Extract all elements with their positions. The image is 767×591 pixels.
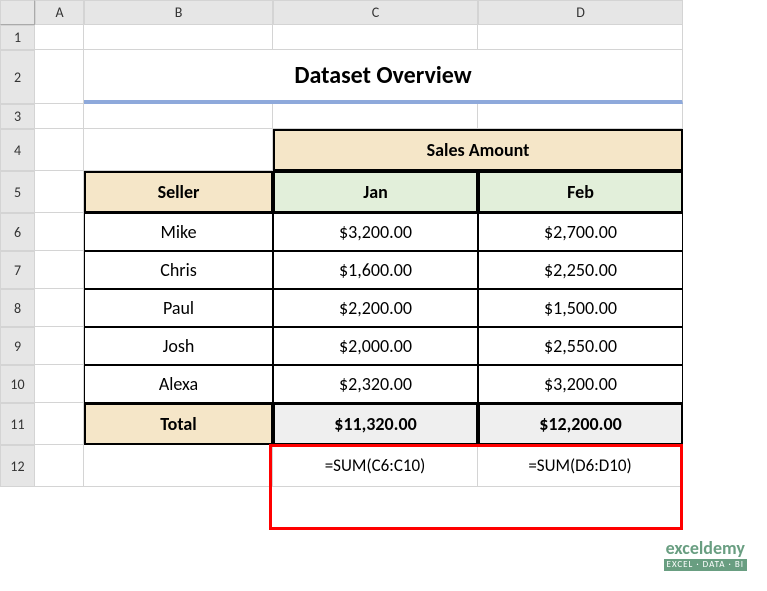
cell[interactable]: [84, 129, 273, 171]
cell[interactable]: [35, 129, 84, 171]
total-jan[interactable]: $11,320.00: [273, 403, 478, 445]
cell[interactable]: [35, 171, 84, 213]
watermark: exceldemy EXCEL · DATA · BI: [664, 539, 747, 571]
row-header-1[interactable]: 1: [0, 25, 35, 50]
jan-cell[interactable]: $3,200.00: [273, 213, 478, 251]
watermark-sub: EXCEL · DATA · BI: [664, 559, 747, 571]
feb-cell[interactable]: $2,550.00: [478, 327, 683, 365]
row-header-10[interactable]: 10: [0, 365, 35, 403]
seller-cell[interactable]: Josh: [84, 327, 273, 365]
formula-feb[interactable]: =SUM(D6:D10): [478, 445, 683, 487]
cell[interactable]: [273, 104, 478, 129]
seller-header[interactable]: Seller: [84, 171, 273, 213]
watermark-text: exceldemy: [664, 539, 747, 559]
sales-amount-header[interactable]: Sales Amount: [273, 129, 683, 171]
seller-cell[interactable]: Chris: [84, 251, 273, 289]
seller-cell[interactable]: Paul: [84, 289, 273, 327]
cell[interactable]: [84, 104, 273, 129]
select-all-corner[interactable]: [0, 0, 35, 25]
row-header-7[interactable]: 7: [0, 251, 35, 289]
cell[interactable]: [35, 213, 84, 251]
jan-cell[interactable]: $2,320.00: [273, 365, 478, 403]
row-header-9[interactable]: 9: [0, 327, 35, 365]
cell[interactable]: [35, 289, 84, 327]
jan-cell[interactable]: $2,000.00: [273, 327, 478, 365]
row-header-4[interactable]: 4: [0, 129, 35, 171]
total-label[interactable]: Total: [84, 403, 273, 445]
title-cell[interactable]: Dataset Overview: [84, 50, 683, 104]
jan-cell[interactable]: $2,200.00: [273, 289, 478, 327]
row-header-2[interactable]: 2: [0, 50, 35, 104]
feb-cell[interactable]: $2,250.00: [478, 251, 683, 289]
row-header-12[interactable]: 12: [0, 445, 35, 487]
row-header-11[interactable]: 11: [0, 403, 35, 445]
cell[interactable]: [35, 365, 84, 403]
feb-header[interactable]: Feb: [478, 171, 683, 213]
feb-cell[interactable]: $1,500.00: [478, 289, 683, 327]
row-header-8[interactable]: 8: [0, 289, 35, 327]
cell[interactable]: [35, 25, 84, 50]
cell[interactable]: [35, 104, 84, 129]
cell[interactable]: [478, 25, 683, 50]
seller-cell[interactable]: Alexa: [84, 365, 273, 403]
feb-cell[interactable]: $2,700.00: [478, 213, 683, 251]
cell[interactable]: [35, 50, 84, 104]
col-header-C[interactable]: C: [273, 0, 478, 25]
col-header-A[interactable]: A: [35, 0, 84, 25]
cell[interactable]: [478, 104, 683, 129]
col-header-B[interactable]: B: [84, 0, 273, 25]
cell[interactable]: [35, 327, 84, 365]
spreadsheet-grid: A B C D 1 2 3 4 5 6 7 8 9 10 11 12 Datas…: [0, 0, 767, 487]
feb-cell[interactable]: $3,200.00: [478, 365, 683, 403]
cell[interactable]: [35, 403, 84, 445]
jan-header[interactable]: Jan: [273, 171, 478, 213]
cell[interactable]: [35, 251, 84, 289]
cell[interactable]: [273, 25, 478, 50]
jan-cell[interactable]: $1,600.00: [273, 251, 478, 289]
cell[interactable]: [84, 25, 273, 50]
row-header-6[interactable]: 6: [0, 213, 35, 251]
cell[interactable]: [84, 445, 273, 487]
seller-cell[interactable]: Mike: [84, 213, 273, 251]
cell[interactable]: [35, 445, 84, 487]
col-header-D[interactable]: D: [478, 0, 683, 25]
total-feb[interactable]: $12,200.00: [478, 403, 683, 445]
row-header-3[interactable]: 3: [0, 104, 35, 129]
row-header-5[interactable]: 5: [0, 171, 35, 213]
formula-jan[interactable]: =SUM(C6:C10): [273, 445, 478, 487]
